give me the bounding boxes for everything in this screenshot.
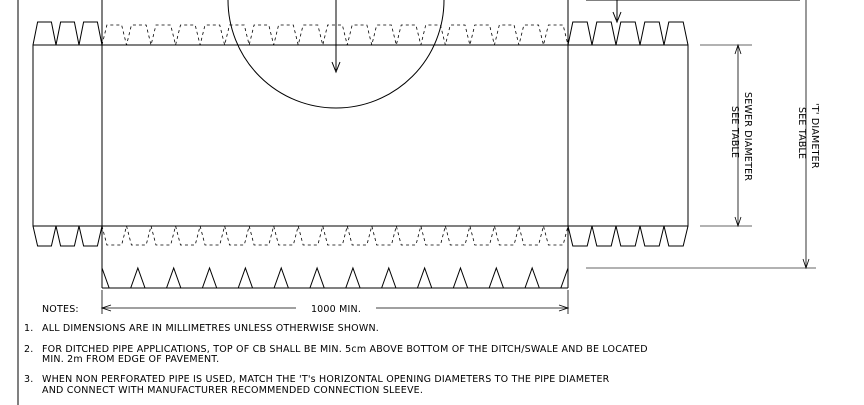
- note-1-number: 1.: [24, 323, 33, 334]
- corrugation-bottom-hidden: [101, 225, 569, 246]
- note-2-line-2: MIN. 2m FROM EDGE OF PAVEMENT.: [42, 354, 219, 365]
- t-diameter-see-table: SEE TABLE: [796, 107, 807, 159]
- length-dimension-label: 1000 MIN.: [311, 304, 361, 315]
- corrugation-top-hidden: [101, 24, 569, 46]
- note-2-line-1: FOR DITCHED PIPE APPLICATIONS, TOP OF CB…: [42, 344, 648, 355]
- opening-centre-arrowhead: [331, 61, 341, 74]
- corrugation-bottom-left: [32, 225, 103, 247]
- corrugation-top-left: [32, 21, 103, 46]
- sewer-dim-arrow-bottom: [734, 216, 742, 228]
- t-diameter-label: 'T' DIAMETER: [809, 103, 820, 169]
- corrugation-tee-bottom: [101, 266, 569, 289]
- sewer-diameter-label: SEWER DIAMETER: [742, 92, 753, 181]
- note-3-number: 3.: [24, 374, 33, 385]
- top-clearance-arrowhead: [612, 11, 622, 24]
- sewer-diameter-see-table: SEE TABLE: [729, 106, 740, 158]
- sewer-dim-arrow-top: [734, 43, 742, 55]
- corrugation-top-right: [567, 21, 689, 46]
- corrugation-bottom-right: [567, 225, 689, 247]
- note-3-line-2: AND CONNECT WITH MANUFACTURER RECOMMENDE…: [42, 385, 423, 396]
- note-3-line-1: WHEN NON PERFORATED PIPE IS USED, MATCH …: [42, 374, 610, 385]
- t-dim-arrow-bottom: [802, 258, 810, 270]
- notes-heading: NOTES:: [42, 304, 79, 315]
- main-pipe-body: [32, 44, 689, 227]
- catch-basin-opening-arc: [227, 0, 445, 109]
- note-2-number: 2.: [24, 344, 33, 355]
- note-1-line-1: ALL DIMENSIONS ARE IN MILLIMETRES UNLESS…: [42, 323, 379, 334]
